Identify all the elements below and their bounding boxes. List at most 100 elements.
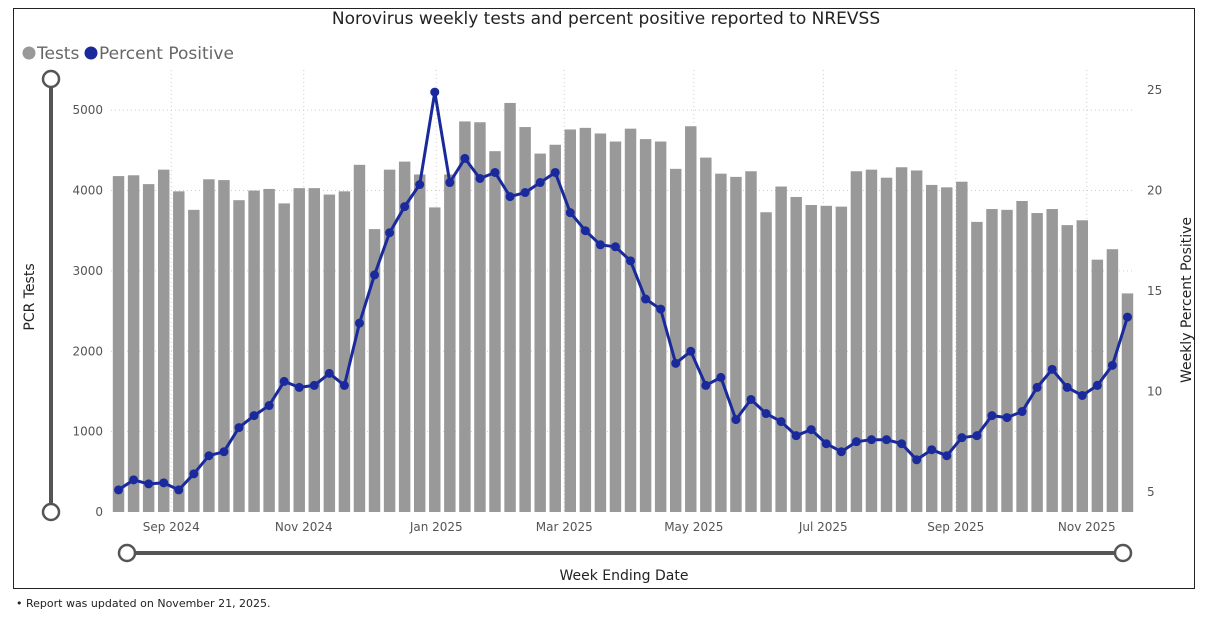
tests-bar[interactable] [895, 167, 908, 513]
percent-positive-point[interactable] [641, 294, 651, 304]
tests-bar[interactable] [669, 168, 682, 512]
tests-bar[interactable] [910, 170, 923, 513]
tests-bar[interactable] [760, 212, 772, 512]
tests-bar[interactable] [398, 161, 411, 512]
tests-bar[interactable] [1046, 209, 1058, 512]
percent-positive-point[interactable] [1002, 413, 1012, 423]
percent-positive-point[interactable] [701, 380, 711, 390]
percent-positive-point[interactable] [746, 394, 756, 404]
tests-bar[interactable] [805, 205, 817, 512]
percent-positive-point[interactable] [520, 188, 530, 198]
y-zoom-handle-bottom[interactable] [41, 502, 61, 522]
tests-bar[interactable] [173, 191, 185, 512]
percent-positive-point[interactable] [912, 455, 922, 465]
percent-positive-point[interactable] [1062, 382, 1072, 392]
percent-positive-point[interactable] [535, 178, 545, 188]
percent-positive-point[interactable] [806, 425, 816, 435]
percent-positive-point[interactable] [159, 478, 169, 488]
percent-positive-point[interactable] [1017, 407, 1027, 417]
percent-positive-point[interactable] [791, 431, 801, 441]
percent-positive-point[interactable] [851, 437, 861, 447]
percent-positive-point[interactable] [957, 433, 967, 443]
percent-positive-point[interactable] [565, 208, 575, 218]
percent-positive-point[interactable] [309, 380, 319, 390]
tests-bar[interactable] [956, 181, 968, 513]
percent-positive-point[interactable] [490, 167, 500, 177]
tests-bar[interactable] [489, 151, 501, 512]
tests-bar[interactable] [745, 171, 757, 512]
tests-bar[interactable] [564, 129, 577, 512]
tests-bar[interactable] [549, 144, 561, 513]
percent-positive-point[interactable] [610, 242, 620, 252]
tests-bar[interactable] [429, 207, 441, 512]
percent-positive-point[interactable] [354, 318, 364, 328]
percent-positive-point[interactable] [114, 485, 124, 495]
percent-positive-point[interactable] [626, 256, 636, 266]
y-zoom-handle-top[interactable] [41, 69, 61, 89]
tests-bar[interactable] [203, 179, 215, 512]
tests-bar[interactable] [850, 171, 863, 512]
tests-bar[interactable] [444, 174, 456, 513]
tests-bar[interactable] [1121, 293, 1134, 512]
percent-positive-point[interactable] [505, 192, 515, 202]
tests-bar[interactable] [504, 102, 516, 512]
percent-positive-point[interactable] [430, 87, 440, 97]
percent-positive-point[interactable] [204, 451, 214, 461]
legend-tests-label[interactable]: Tests [36, 44, 79, 64]
tests-bar[interactable] [941, 187, 953, 512]
percent-positive-point[interactable] [550, 167, 560, 177]
legend-percent-label[interactable]: Percent Positive [99, 44, 234, 64]
percent-positive-point[interactable] [927, 445, 937, 455]
tests-bar[interactable] [1001, 209, 1013, 512]
tests-bar[interactable] [459, 121, 471, 512]
tests-bar[interactable] [474, 122, 486, 513]
percent-positive-point[interactable] [264, 401, 274, 411]
tests-bar[interactable] [865, 169, 878, 512]
tests-bar[interactable] [835, 206, 848, 513]
percent-positive-point[interactable] [821, 439, 831, 449]
tests-bar[interactable] [1031, 213, 1043, 512]
percent-positive-point[interactable] [836, 447, 846, 457]
tests-bar[interactable] [127, 175, 140, 512]
percent-positive-point[interactable] [866, 435, 876, 445]
tests-bar[interactable] [1076, 220, 1089, 512]
percent-positive-point[interactable] [445, 178, 455, 188]
percent-positive-point[interactable] [249, 411, 259, 421]
percent-positive-point[interactable] [1047, 364, 1057, 374]
percent-positive-point[interactable] [339, 380, 349, 390]
tests-bar[interactable] [594, 133, 607, 512]
tests-bar[interactable] [142, 184, 155, 512]
tests-bar[interactable] [157, 169, 170, 512]
tests-bar[interactable] [790, 196, 802, 512]
x-zoom-slider[interactable] [117, 543, 1133, 563]
percent-positive-point[interactable] [686, 346, 696, 356]
percent-positive-point[interactable] [324, 368, 334, 378]
percent-positive-point[interactable] [776, 417, 786, 427]
tests-bar[interactable] [233, 200, 245, 512]
y-zoom-slider[interactable] [41, 69, 61, 522]
percent-positive-point[interactable] [234, 423, 244, 433]
percent-positive-point[interactable] [987, 411, 997, 421]
percent-positive-point[interactable] [716, 372, 726, 382]
tests-bar[interactable] [1061, 225, 1073, 513]
percent-positive-point[interactable] [219, 447, 229, 457]
tests-bar[interactable] [248, 190, 260, 512]
tests-bar[interactable] [293, 188, 305, 512]
tests-bar[interactable] [609, 141, 622, 513]
percent-positive-point[interactable] [595, 240, 605, 250]
percent-positive-point[interactable] [1107, 360, 1117, 370]
percent-positive-point[interactable] [460, 153, 470, 163]
tests-bar[interactable] [263, 188, 275, 513]
percent-positive-point[interactable] [294, 382, 304, 392]
percent-positive-point[interactable] [882, 435, 892, 445]
tests-bar[interactable] [534, 153, 546, 512]
tests-bar[interactable] [820, 205, 833, 512]
tests-bar[interactable] [383, 169, 396, 512]
tests-bar[interactable] [112, 176, 125, 512]
tests-bar[interactable] [413, 174, 426, 513]
percent-positive-point[interactable] [942, 451, 952, 461]
percent-positive-point[interactable] [385, 228, 395, 238]
percent-positive-point[interactable] [1032, 382, 1042, 392]
tests-bar[interactable] [519, 127, 531, 513]
tests-bar[interactable] [715, 173, 727, 512]
